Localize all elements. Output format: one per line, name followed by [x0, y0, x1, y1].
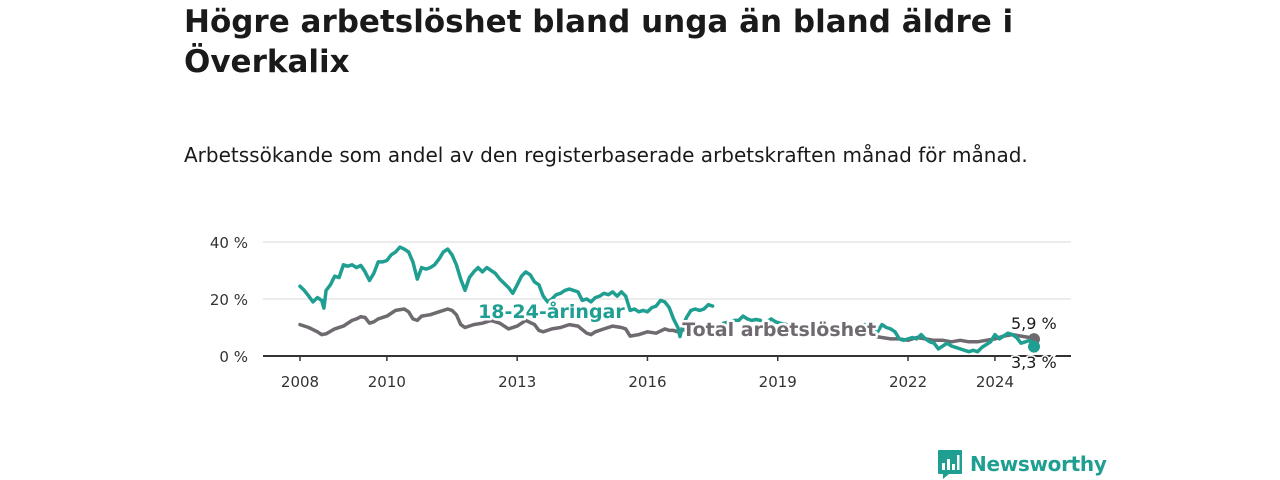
x-tick-label: 2010 — [368, 373, 406, 391]
chart-title: Högre arbetslöshet bland unga än bland ä… — [184, 4, 1014, 80]
series-line-18-24-åringar — [298, 245, 1036, 354]
line-chart: 0 % 20 % 40 % 2008 2010 2013 2016 2019 2022 2024 1… — [210, 234, 1071, 391]
newsworthy-logo-icon — [938, 450, 962, 479]
y-tick-label: 20 % — [210, 291, 248, 309]
x-tick-label: 2024 — [976, 373, 1014, 391]
y-tick-label: 0 % — [219, 348, 248, 366]
brand-name: Newsworthy — [970, 452, 1107, 476]
x-tick-label: 2008 — [281, 373, 319, 391]
end-value-label: 5,9 % — [1011, 314, 1057, 333]
end-value-label: 3,3 % — [1011, 353, 1057, 372]
series-end-point — [1028, 340, 1040, 353]
x-tick-label: 2016 — [628, 373, 666, 391]
y-tick-label: 40 % — [210, 234, 248, 252]
series-name-label: 18-24-åringar — [478, 299, 625, 323]
x-tick-label: 2013 — [498, 373, 536, 391]
x-tick-label: 2022 — [889, 373, 927, 391]
x-tick-label: 2019 — [759, 373, 797, 391]
chart-subtitle: Arbetssökande som andel av den registerb… — [184, 143, 1028, 167]
brand-logo: Newsworthy — [937, 449, 1107, 479]
series-name-label: Total arbetslöshet — [682, 319, 876, 341]
